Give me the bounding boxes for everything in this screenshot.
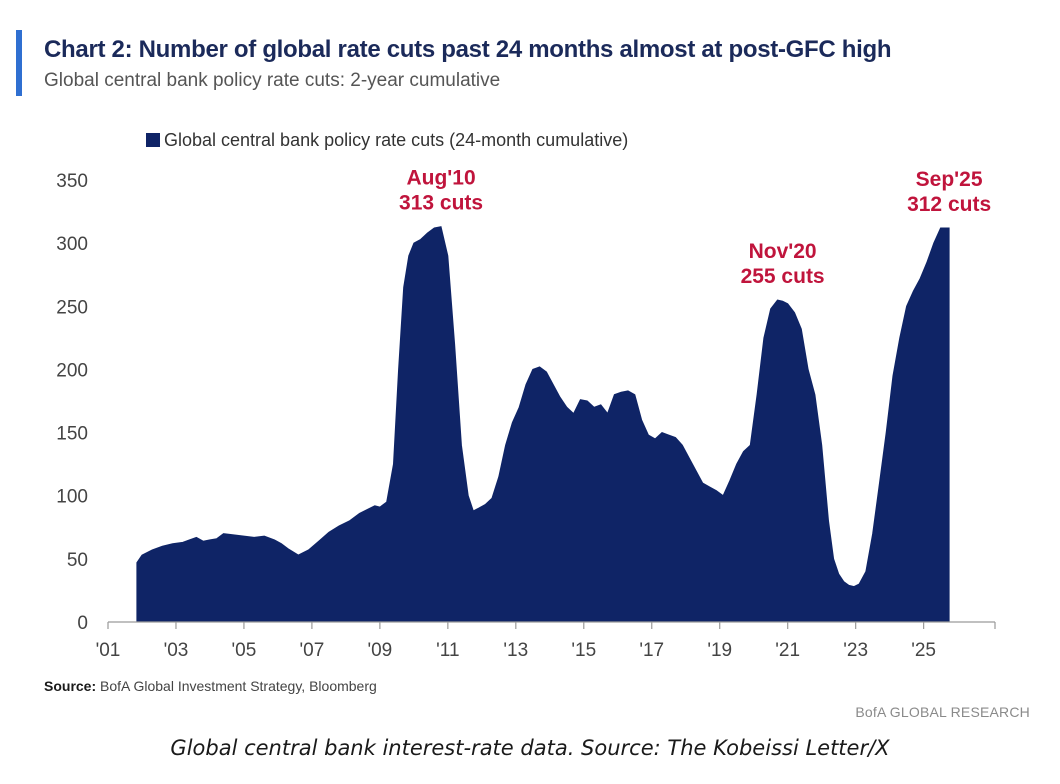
x-tick-label: '07 <box>300 640 325 661</box>
source-note: Source: BofA Global Investment Strategy,… <box>44 678 377 694</box>
y-tick-label: 0 <box>77 613 88 634</box>
brand-label: BofA GLOBAL RESEARCH <box>855 704 1030 720</box>
y-tick-label: 250 <box>56 297 88 318</box>
annotation-date: Sep'25 <box>916 168 983 191</box>
x-tick-label: '21 <box>775 640 800 661</box>
series-area <box>136 226 950 623</box>
annotation-value: 255 cuts <box>741 265 825 288</box>
y-tick-label: 50 <box>67 550 88 571</box>
x-tick-label: '11 <box>436 640 459 661</box>
chart-subtitle: Global central bank policy rate cuts: 2-… <box>44 70 501 91</box>
y-tick-label: 350 <box>56 171 88 192</box>
y-tick-label: 300 <box>56 234 88 255</box>
x-tick-label: '23 <box>843 640 868 661</box>
annotation-date: Aug'10 <box>406 167 475 190</box>
image-caption: Global central bank interest-rate data. … <box>170 736 890 760</box>
x-tick-label: '17 <box>639 640 664 661</box>
chart-title: Chart 2: Number of global rate cuts past… <box>44 36 892 63</box>
x-tick-label: '19 <box>707 640 732 661</box>
annotation-date: Nov'20 <box>749 240 817 263</box>
annotation-value: 313 cuts <box>399 192 483 215</box>
x-tick-label: '01 <box>96 640 121 661</box>
legend-label: Global central bank policy rate cuts (24… <box>164 130 628 150</box>
y-tick-label: 200 <box>56 360 88 381</box>
x-tick-label: '05 <box>232 640 257 661</box>
y-tick-label: 150 <box>56 424 88 445</box>
title-accent-bar <box>16 30 22 96</box>
x-tick-label: '09 <box>367 640 392 661</box>
y-tick-label: 100 <box>56 487 88 508</box>
rate-cuts-chart: Global central bank policy rate cuts (24… <box>56 130 996 661</box>
x-tick-label: '25 <box>911 640 936 661</box>
legend-swatch <box>146 133 160 147</box>
source-text: BofA Global Investment Strategy, Bloombe… <box>100 678 377 694</box>
x-tick-label: '15 <box>571 640 596 661</box>
x-tick-label: '13 <box>503 640 528 661</box>
x-tick-label: '03 <box>164 640 189 661</box>
annotation-value: 312 cuts <box>907 193 991 216</box>
source-label: Source: <box>44 678 97 694</box>
